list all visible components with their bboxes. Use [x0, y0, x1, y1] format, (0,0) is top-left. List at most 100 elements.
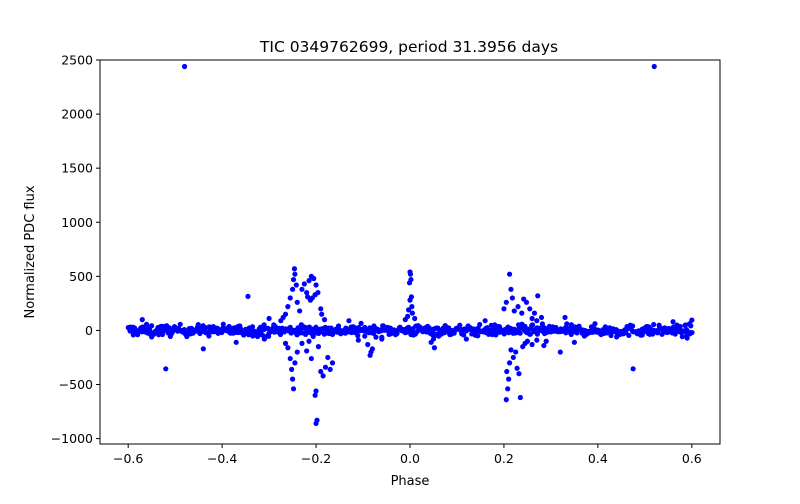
data-point: [355, 333, 361, 339]
data-point: [313, 282, 319, 288]
data-point: [293, 282, 299, 288]
data-point: [679, 334, 685, 340]
data-point: [325, 354, 331, 361]
data-point: [358, 320, 364, 326]
data-point: [506, 271, 513, 277]
data-point: [278, 318, 284, 324]
data-point: [510, 354, 516, 361]
data-point: [249, 324, 256, 330]
data-point: [308, 355, 314, 362]
data-point: [312, 392, 318, 398]
y-tick-label: 500: [69, 269, 93, 284]
data-point: [299, 286, 305, 292]
data-point: [516, 371, 522, 377]
data-point: [318, 306, 324, 312]
x-tick-label: −0.6: [113, 451, 143, 466]
data-point: [287, 295, 293, 301]
data-point: [292, 360, 298, 366]
data-point: [166, 325, 173, 331]
y-tick-label: 1000: [61, 215, 93, 230]
data-point: [282, 340, 289, 346]
data-point: [506, 360, 513, 366]
data-point: [379, 336, 385, 342]
data-point: [285, 345, 291, 351]
data-point: [306, 278, 312, 284]
data-point: [163, 366, 169, 372]
data-point: [335, 323, 342, 329]
data-point: [373, 334, 379, 340]
data-point: [529, 315, 535, 322]
data-point: [574, 330, 580, 336]
data-point: [305, 294, 311, 300]
data-point: [677, 323, 683, 330]
data-point: [519, 310, 525, 316]
data-point: [651, 321, 657, 328]
data-point: [571, 339, 577, 345]
x-tick-label: −0.4: [207, 451, 237, 466]
data-point: [290, 386, 297, 392]
data-point: [402, 317, 408, 323]
data-point: [682, 322, 689, 328]
data-point: [689, 329, 695, 336]
data-point: [285, 304, 291, 310]
data-point: [321, 317, 328, 323]
data-point: [291, 266, 298, 272]
data-point: [503, 397, 509, 403]
data-point: [541, 342, 547, 349]
data-point: [684, 335, 690, 341]
y-axis-label: Normalized PDC flux: [23, 185, 38, 318]
data-point: [318, 368, 324, 375]
data-point: [292, 271, 298, 277]
data-point: [409, 304, 415, 310]
data-point: [688, 323, 694, 329]
data-point: [287, 324, 293, 330]
data-point: [689, 317, 695, 323]
data-point: [463, 336, 469, 342]
data-point: [289, 286, 296, 292]
data-point: [412, 315, 418, 322]
data-point: [508, 286, 514, 292]
data-point: [501, 331, 507, 337]
data-point: [475, 333, 481, 339]
data-point: [139, 317, 145, 323]
data-point: [315, 289, 321, 296]
data-point: [304, 348, 310, 354]
y-tick-label: −500: [59, 377, 93, 392]
data-point: [290, 276, 297, 283]
data-point: [430, 336, 437, 342]
data-point: [506, 376, 512, 382]
data-point: [301, 281, 307, 287]
data-point: [181, 63, 188, 70]
data-point: [277, 331, 284, 338]
data-point: [457, 322, 463, 328]
data-point: [670, 319, 676, 325]
data-point: [233, 339, 239, 345]
data-point: [297, 308, 303, 314]
data-point: [529, 322, 536, 328]
data-point: [322, 364, 329, 370]
y-axis-ticks: −1000 −500 0 500 1000 1500 2000 2500: [51, 53, 100, 446]
data-point: [315, 344, 322, 350]
data-point: [313, 388, 319, 394]
data-point: [365, 341, 371, 348]
data-point: [511, 308, 517, 314]
x-axis-label: Phase: [391, 474, 430, 489]
plot-frame: [99, 59, 721, 445]
data-point: [406, 280, 413, 286]
data-point: [130, 324, 136, 330]
data-point: [523, 299, 530, 305]
data-point: [508, 347, 514, 353]
data-point: [630, 366, 636, 372]
data-point: [407, 297, 413, 303]
x-tick-label: 0.4: [588, 451, 608, 466]
data-point: [608, 332, 614, 339]
data-point: [320, 373, 326, 379]
data-point: [630, 323, 636, 329]
y-tick-label: 1500: [61, 161, 93, 176]
data-point: [477, 321, 483, 328]
data-point: [259, 332, 266, 338]
data-point: [407, 271, 414, 277]
data-point: [314, 417, 320, 423]
y-tick-label: −1000: [51, 431, 93, 446]
data-point: [527, 306, 533, 312]
